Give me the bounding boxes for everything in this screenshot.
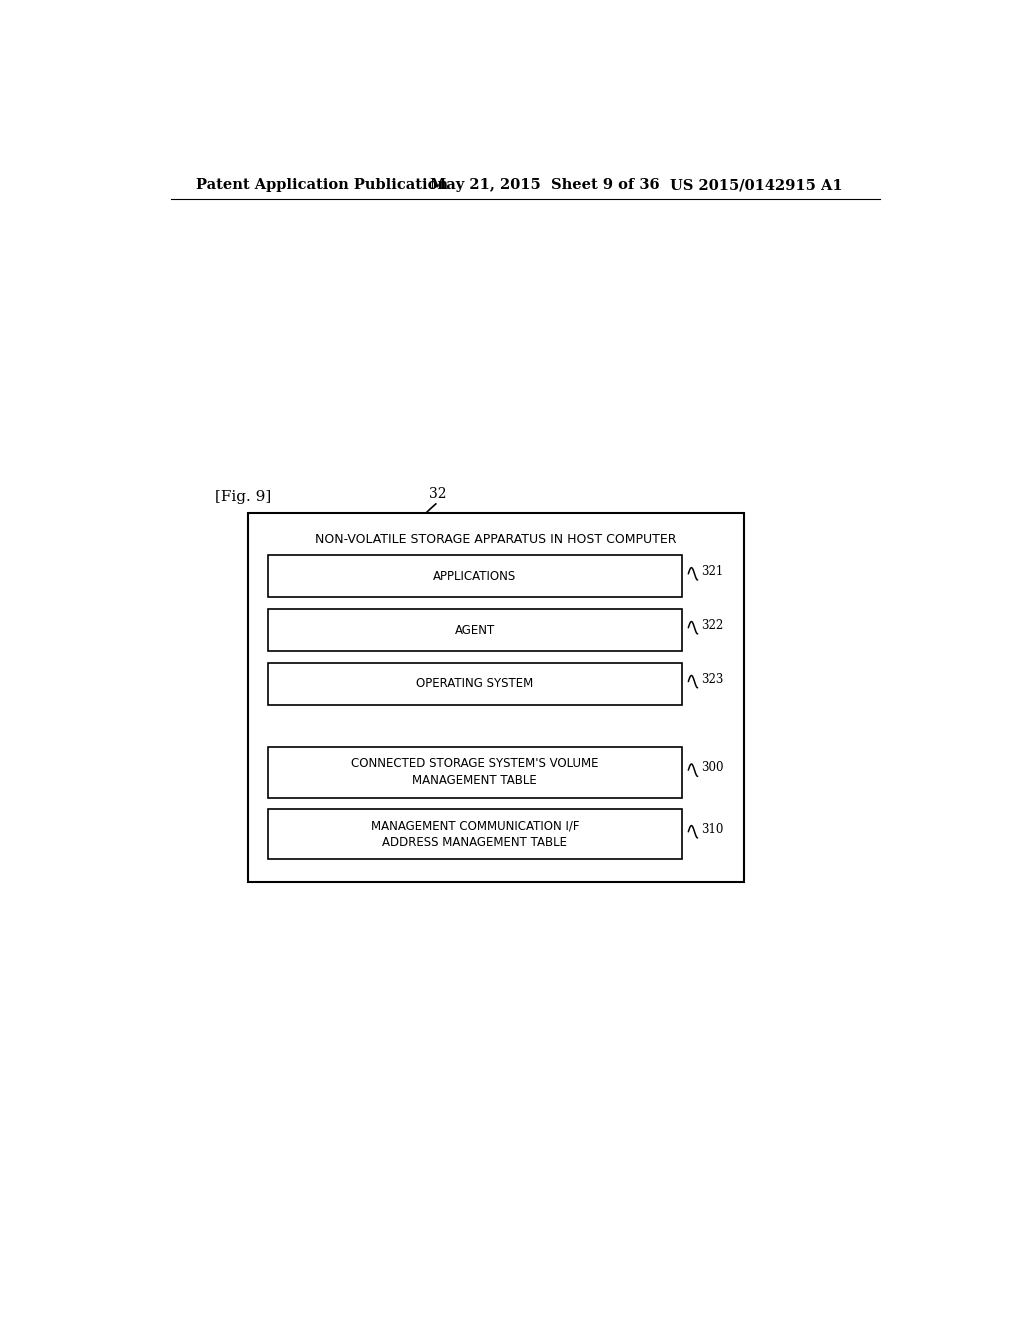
Text: 322: 322 (700, 619, 723, 632)
Text: NON-VOLATILE STORAGE APPARATUS IN HOST COMPUTER: NON-VOLATILE STORAGE APPARATUS IN HOST C… (315, 533, 677, 546)
Text: 32: 32 (429, 487, 446, 502)
Text: MANAGEMENT COMMUNICATION I/F
ADDRESS MANAGEMENT TABLE: MANAGEMENT COMMUNICATION I/F ADDRESS MAN… (371, 820, 579, 849)
Text: AGENT: AGENT (455, 623, 495, 636)
FancyBboxPatch shape (248, 512, 744, 882)
Text: May 21, 2015  Sheet 9 of 36: May 21, 2015 Sheet 9 of 36 (430, 178, 659, 193)
FancyBboxPatch shape (267, 554, 682, 598)
FancyBboxPatch shape (267, 747, 682, 797)
Text: 323: 323 (700, 673, 723, 686)
Text: 310: 310 (700, 822, 723, 836)
FancyBboxPatch shape (267, 809, 682, 859)
Text: CONNECTED STORAGE SYSTEM'S VOLUME
MANAGEMENT TABLE: CONNECTED STORAGE SYSTEM'S VOLUME MANAGE… (351, 758, 599, 788)
Text: 321: 321 (700, 565, 723, 578)
Text: Patent Application Publication: Patent Application Publication (197, 178, 449, 193)
FancyBboxPatch shape (267, 609, 682, 651)
Text: US 2015/0142915 A1: US 2015/0142915 A1 (671, 178, 843, 193)
FancyBboxPatch shape (267, 663, 682, 705)
Text: OPERATING SYSTEM: OPERATING SYSTEM (416, 677, 534, 690)
Text: 300: 300 (700, 762, 723, 775)
Text: APPLICATIONS: APPLICATIONS (433, 570, 516, 582)
Text: [Fig. 9]: [Fig. 9] (215, 490, 271, 504)
